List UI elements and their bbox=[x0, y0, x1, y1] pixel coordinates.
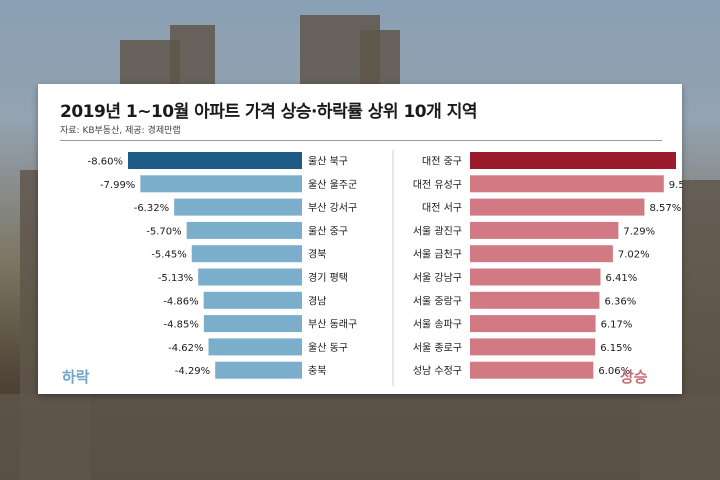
rise-category-label: 서울 금천구 bbox=[413, 249, 462, 261]
rise-bar bbox=[470, 245, 613, 263]
fall-category-label: 경기 평택 bbox=[308, 271, 348, 284]
rise-category-label: 대전 서구 bbox=[422, 202, 462, 214]
fall-category-label: 경북 bbox=[308, 248, 326, 261]
rise-value-label: 6.36% bbox=[604, 296, 636, 307]
chart-card: 2019년 1~10월 아파트 가격 상승·하락률 상위 10개 지역 자료: … bbox=[38, 84, 682, 394]
fall-value-label: -4.86% bbox=[163, 296, 198, 307]
fall-bar bbox=[186, 221, 302, 239]
rise-bar bbox=[470, 152, 676, 169]
rise-category-label: 서울 송파구 bbox=[413, 319, 462, 331]
rise-category-label: 대전 중구 bbox=[422, 156, 462, 168]
rise-category-label: 서울 종로구 bbox=[413, 342, 462, 354]
fall-bar bbox=[198, 268, 302, 286]
fall-bar bbox=[191, 245, 302, 263]
rise-bar bbox=[470, 175, 664, 193]
rise-value-label: 6.41% bbox=[605, 273, 637, 284]
fall-category-label: 충북 bbox=[308, 365, 326, 377]
rise-category-label: 서울 강남구 bbox=[413, 272, 462, 284]
rise-category-label: 서울 중랑구 bbox=[413, 295, 462, 307]
rise-bar bbox=[470, 315, 596, 333]
fall-category-label: 부산 강서구 bbox=[308, 202, 357, 214]
rise-value-label: 6.15% bbox=[600, 343, 632, 354]
rise-category-label: 대전 유성구 bbox=[413, 179, 462, 191]
rise-value-label: 8.57% bbox=[649, 203, 681, 214]
fall-category-label: 울산 중구 bbox=[308, 225, 348, 237]
rise-corner-label: 상승 bbox=[620, 368, 648, 386]
fall-value-label: -4.85% bbox=[163, 320, 198, 331]
fall-bar bbox=[215, 361, 302, 379]
fall-bar bbox=[128, 152, 302, 169]
fall-bar bbox=[203, 315, 302, 333]
fall-value-label: -5.13% bbox=[158, 273, 193, 284]
rise-bar bbox=[470, 198, 645, 216]
rise-value-label: 7.29% bbox=[623, 226, 655, 237]
background-building bbox=[0, 394, 720, 480]
rise-bar bbox=[470, 338, 596, 356]
fall-corner-label: 하락 bbox=[62, 368, 90, 386]
rise-category-label: 서울 광진구 bbox=[413, 225, 462, 237]
chart-title: 2019년 1~10월 아파트 가격 상승·하락률 상위 10개 지역 bbox=[60, 102, 477, 122]
fall-bar bbox=[140, 175, 302, 193]
fall-value-label: -6.32% bbox=[134, 203, 169, 214]
rise-value-label: 6.06% bbox=[598, 366, 630, 377]
rise-bar bbox=[470, 361, 594, 379]
rise-value-label: 7.02% bbox=[618, 250, 650, 261]
fall-value-label: -7.99% bbox=[100, 180, 135, 191]
fall-value-label: -4.29% bbox=[175, 366, 210, 377]
title-divider bbox=[60, 140, 662, 141]
fall-category-label: 울산 북구 bbox=[308, 156, 348, 168]
fall-bar bbox=[203, 291, 302, 309]
fall-category-label: 울산 울주군 bbox=[308, 179, 357, 191]
fall-value-label: -4.62% bbox=[168, 343, 203, 354]
fall-category-label: 부산 동래구 bbox=[308, 319, 357, 331]
fall-category-label: 울산 동구 bbox=[308, 342, 348, 354]
rise-value-label: 10.12% bbox=[681, 157, 682, 168]
rise-category-label: 성남 수정구 bbox=[413, 365, 462, 377]
rise-value-label: 6.17% bbox=[601, 320, 633, 331]
fall-bar bbox=[174, 198, 302, 216]
rise-bar bbox=[470, 291, 600, 309]
fall-value-label: -5.45% bbox=[151, 250, 186, 261]
fall-category-label: 경남 bbox=[308, 294, 326, 307]
fall-value-label: -8.60% bbox=[88, 157, 123, 168]
rise-value-label: 9.52% bbox=[669, 180, 682, 191]
rise-bar bbox=[470, 268, 601, 286]
fall-bar bbox=[208, 338, 302, 356]
fall-value-label: -5.70% bbox=[146, 226, 181, 237]
rise-bar bbox=[470, 221, 619, 239]
chart-svg: -8.60% 울산 북구 -7.99% 울산 울주군 -6.32% 부산 강서구 -5.70… bbox=[88, 150, 682, 386]
chart-source: 자료: KB부동산, 제공: 경제만랩 bbox=[60, 126, 181, 136]
